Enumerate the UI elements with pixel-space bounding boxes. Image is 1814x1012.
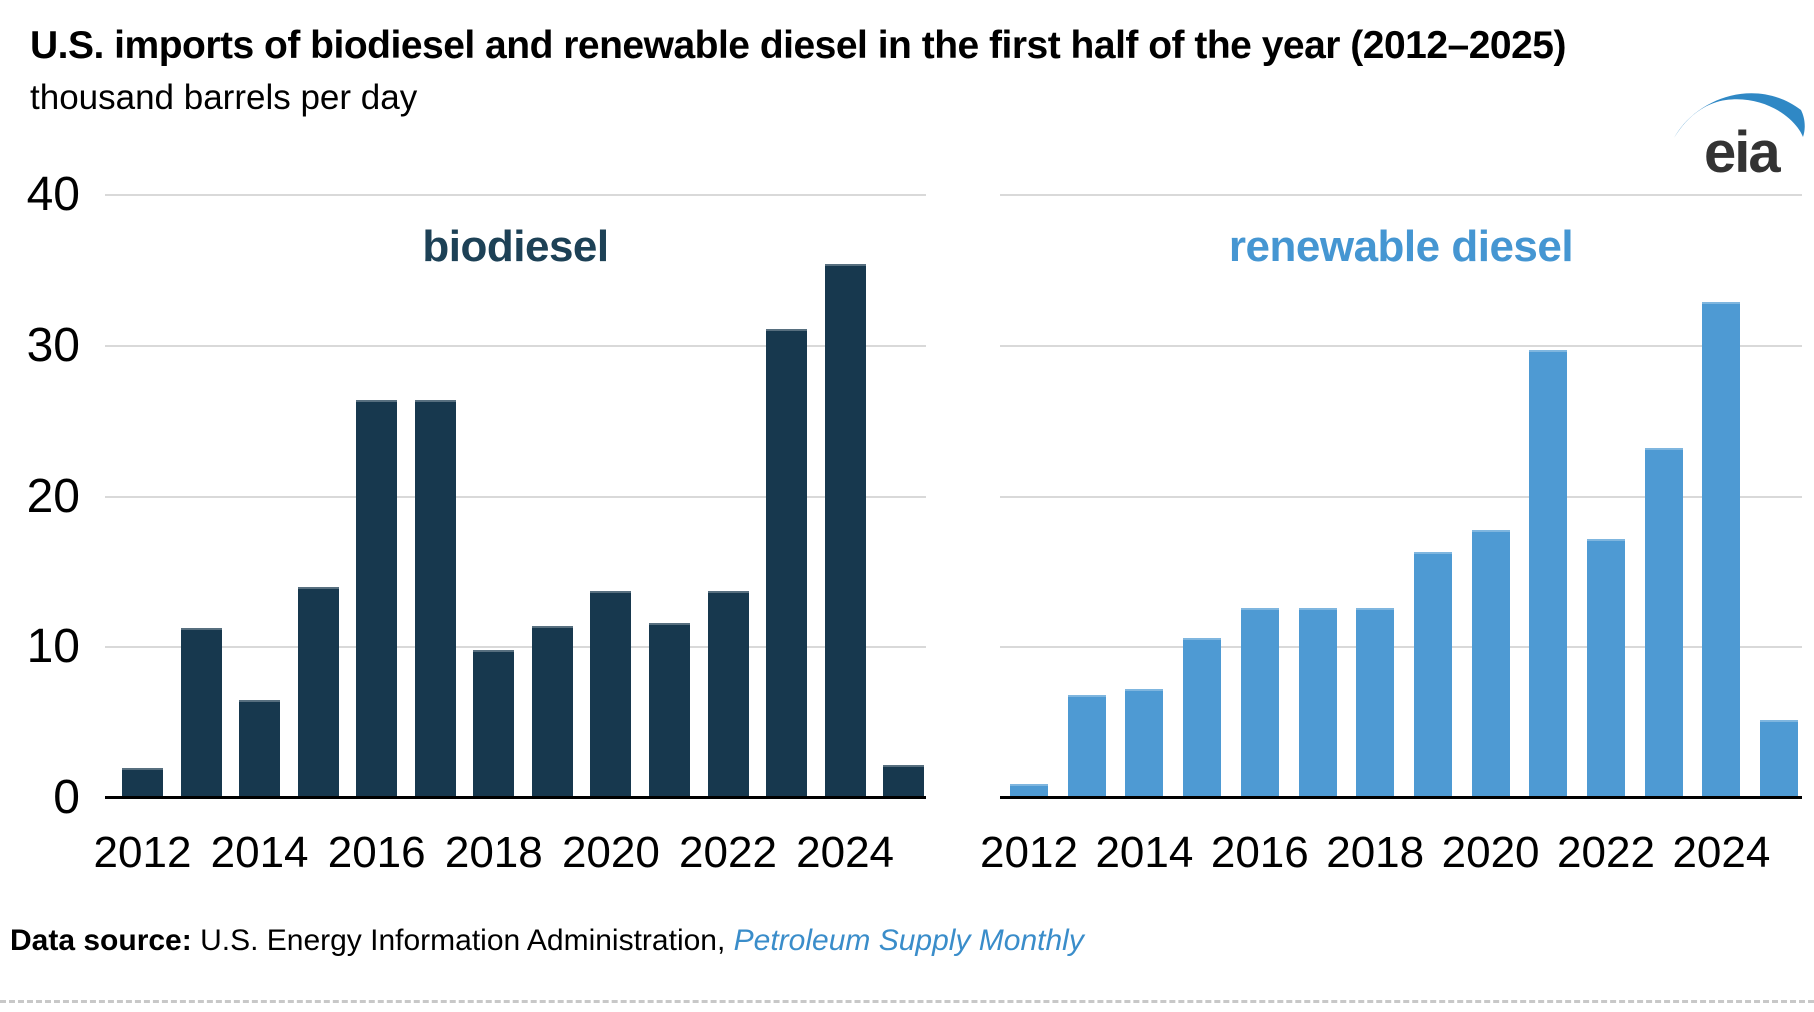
y-axis-tick-40: 40 xyxy=(26,168,80,221)
bar-renewable-diesel-2014 xyxy=(1125,689,1164,798)
bar-renewable-diesel-2025 xyxy=(1760,719,1799,798)
bar-renewable-diesel-2017 xyxy=(1298,608,1337,798)
gridline-renewable-diesel-30 xyxy=(1000,344,1802,347)
bar-renewable-diesel-2020 xyxy=(1471,529,1510,798)
gridline-renewable-diesel-20 xyxy=(1000,495,1802,498)
y-axis-tick-10: 10 xyxy=(26,620,80,674)
bar-renewable-diesel-2015 xyxy=(1183,638,1222,798)
eia-logo-text: eia xyxy=(1704,120,1781,180)
bar-renewable-diesel-2016 xyxy=(1240,608,1279,798)
eia-logo-svg: eia xyxy=(1674,93,1805,185)
bottom-dashed-divider xyxy=(0,1000,1814,1003)
panel-title-biodiesel: biodiesel xyxy=(422,222,609,271)
x-axis-tick-renewable-diesel-2016: 2016 xyxy=(1210,828,1309,877)
bar-renewable-diesel-2012 xyxy=(1010,784,1048,798)
data-source-publication-link[interactable]: Petroleum Supply Monthly xyxy=(733,924,1084,957)
bar-biodiesel-2024 xyxy=(824,264,866,798)
bar-biodiesel-2019 xyxy=(531,626,573,798)
x-axis-line-biodiesel xyxy=(105,796,926,799)
x-axis-tick-biodiesel-2022: 2022 xyxy=(679,828,777,877)
eia-logo: eia xyxy=(1668,84,1810,185)
x-axis-tick-biodiesel-2018: 2018 xyxy=(444,828,543,877)
bar-renewable-diesel-2019 xyxy=(1413,552,1452,798)
y-axis-tick-20: 20 xyxy=(26,469,80,523)
x-axis-tick-biodiesel-2014: 2014 xyxy=(210,828,309,877)
data-source-label: Data source: xyxy=(10,924,201,957)
x-axis-tick-renewable-diesel-2014: 2014 xyxy=(1095,828,1194,877)
bar-biodiesel-2023 xyxy=(766,329,808,798)
bar-biodiesel-2025 xyxy=(883,764,925,798)
x-axis-tick-biodiesel-2016: 2016 xyxy=(327,828,426,877)
bar-biodiesel-2020 xyxy=(590,591,632,798)
gridline-renewable-diesel-10 xyxy=(1000,646,1802,649)
y-axis-tick-0: 0 xyxy=(53,771,80,824)
x-axis-tick-renewable-diesel-2018: 2018 xyxy=(1326,828,1425,877)
bar-renewable-diesel-2024 xyxy=(1702,302,1741,798)
bar-biodiesel-2013 xyxy=(180,627,222,798)
x-axis-tick-renewable-diesel-2022: 2022 xyxy=(1557,828,1655,877)
bar-biodiesel-2022 xyxy=(707,591,749,798)
gridline-biodiesel-30 xyxy=(105,344,926,347)
data-source-line: Data source: U.S. Energy Information Adm… xyxy=(10,924,1084,958)
gridline-renewable-diesel-40 xyxy=(1000,194,1802,196)
x-axis-tick-biodiesel-2020: 2020 xyxy=(561,828,660,877)
x-axis-tick-biodiesel-2024: 2024 xyxy=(796,828,895,877)
bar-biodiesel-2018 xyxy=(473,650,515,798)
y-axis-tick-30: 30 xyxy=(26,318,80,372)
x-axis-tick-biodiesel-2012: 2012 xyxy=(93,828,192,877)
bar-biodiesel-2014 xyxy=(239,700,281,798)
x-axis-tick-renewable-diesel-2012: 2012 xyxy=(980,828,1078,877)
chart-units-subtitle: thousand barrels per day xyxy=(30,78,418,117)
gridline-biodiesel-10 xyxy=(105,646,926,649)
bar-renewable-diesel-2021 xyxy=(1529,350,1568,798)
x-axis-line-renewable-diesel xyxy=(1000,796,1802,799)
x-axis-tick-renewable-diesel-2024: 2024 xyxy=(1672,828,1771,877)
bar-renewable-diesel-2013 xyxy=(1067,695,1106,798)
gridline-biodiesel-40 xyxy=(105,194,926,196)
bar-biodiesel-2012 xyxy=(122,767,163,798)
bar-biodiesel-2021 xyxy=(648,623,690,798)
data-source-org: U.S. Energy Information Administration, xyxy=(200,924,734,957)
bar-biodiesel-2015 xyxy=(297,586,339,798)
bar-biodiesel-2016 xyxy=(356,400,398,798)
bar-renewable-diesel-2023 xyxy=(1644,448,1683,798)
bar-renewable-diesel-2022 xyxy=(1587,538,1625,798)
x-axis-tick-renewable-diesel-2020: 2020 xyxy=(1441,828,1540,877)
bar-renewable-diesel-2018 xyxy=(1356,608,1395,798)
gridline-biodiesel-20 xyxy=(105,495,926,498)
panel-title-renewable-diesel: renewable diesel xyxy=(1228,222,1574,271)
page-title: U.S. imports of biodiesel and renewable … xyxy=(30,24,1566,67)
bar-biodiesel-2017 xyxy=(414,400,456,798)
eia-logo-swoosh xyxy=(1674,93,1805,138)
